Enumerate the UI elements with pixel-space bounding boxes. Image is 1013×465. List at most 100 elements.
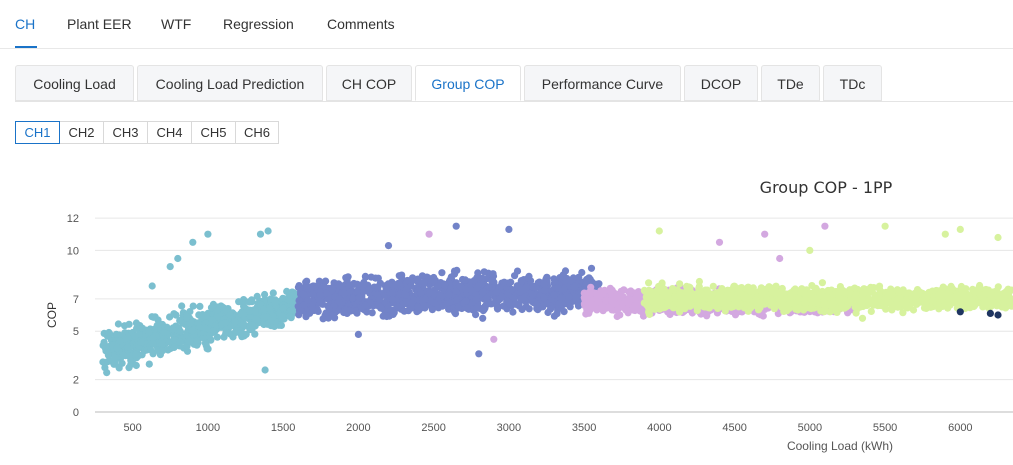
x-tick-label: 6000 (948, 422, 972, 434)
series-points (99, 227, 302, 377)
scatter-point (322, 277, 330, 285)
scatter-point (806, 246, 814, 254)
scatter-point (472, 311, 480, 319)
scatter-point (844, 302, 852, 310)
scatter-point (974, 299, 982, 307)
top-tab-plant-eer[interactable]: Plant EER (67, 16, 132, 32)
scatter-point (717, 299, 725, 307)
scatter-point (384, 242, 393, 250)
ch3-button[interactable]: CH3 (103, 121, 148, 144)
scatter-point (267, 317, 275, 325)
scatter-point (348, 294, 357, 302)
top-tab-wtf[interactable]: WTF (161, 16, 192, 32)
scatter-point (388, 290, 396, 298)
scatter-point (761, 285, 770, 293)
scatter-point (295, 297, 303, 305)
scatter-point (414, 303, 422, 311)
scatter-point (736, 300, 744, 308)
scatter-point (105, 328, 113, 337)
scatter-point (368, 309, 376, 317)
y-tick-label: 10 (67, 245, 79, 257)
ch4-button[interactable]: CH4 (147, 121, 192, 144)
top-tab-comments[interactable]: Comments (327, 16, 395, 32)
y-tick-label: 7 (73, 294, 79, 306)
scatter-point (390, 309, 398, 317)
scatter-point (418, 272, 426, 280)
scatter-point (560, 285, 568, 293)
series-points (640, 222, 1013, 322)
scatter-point (209, 327, 217, 335)
x-tick-label: 5000 (798, 422, 822, 434)
scatter-point (440, 281, 448, 289)
scatter-point (204, 230, 212, 238)
scatter-point (948, 285, 956, 293)
tab-tdc[interactable]: TDc (823, 65, 882, 101)
scatter-point (695, 277, 704, 286)
scatter-point (851, 293, 859, 301)
scatter-point (655, 227, 663, 235)
tab-dcop[interactable]: DCOP (684, 65, 758, 101)
scatter-point (1002, 304, 1010, 312)
scatter-point (815, 292, 823, 300)
top-tab-ch[interactable]: CH (15, 16, 36, 32)
top-navigation: CH Plant EER WTF Regression Comments (0, 0, 1013, 49)
scatter-point (899, 309, 907, 317)
scatter-point (176, 316, 184, 325)
scatter-point (509, 308, 517, 316)
scatter-point (858, 314, 867, 322)
scatter-point (574, 301, 583, 309)
scatter-point (470, 277, 478, 285)
scatter-point (132, 350, 140, 358)
tab-performance-curve[interactable]: Performance Curve (524, 65, 681, 101)
scatter-point (956, 308, 964, 316)
scatter-point (929, 296, 937, 304)
scatter-point (752, 296, 760, 304)
x-tick-label: 1000 (196, 422, 220, 434)
ch1-button[interactable]: CH1 (15, 121, 60, 144)
scatter-point (505, 225, 513, 233)
tab-group-cop[interactable]: Group COP (415, 65, 521, 101)
scatter-point (202, 342, 210, 350)
scatter-point (980, 299, 989, 307)
scatter-point (659, 292, 668, 300)
scatter-point (213, 333, 221, 341)
ch5-button[interactable]: CH5 (191, 121, 236, 144)
tab-cooling-load-prediction[interactable]: Cooling Load Prediction (137, 65, 323, 101)
scatter-point (285, 312, 294, 320)
scatter-point (246, 307, 254, 315)
scatter-point (927, 303, 935, 311)
scatter-point (145, 360, 153, 368)
scatter-point (253, 292, 261, 300)
top-tab-regression[interactable]: Regression (223, 16, 294, 32)
scatter-point (467, 286, 475, 294)
scatter-point (189, 302, 197, 310)
scatter-point (817, 307, 825, 315)
tab-ch-cop[interactable]: CH COP (326, 65, 412, 101)
scatter-point (425, 230, 433, 238)
scatter-point (236, 330, 245, 338)
scatter-point (613, 312, 621, 321)
y-axis-label: COP (45, 302, 59, 328)
scatter-point (631, 301, 639, 309)
scatter-point (242, 330, 250, 338)
scatter-point (554, 284, 562, 292)
scatter-point (870, 297, 878, 305)
ch6-button[interactable]: CH6 (235, 121, 279, 144)
scatter-point (150, 313, 158, 321)
scatter-point (941, 230, 949, 238)
scatter-point (137, 338, 145, 346)
scatter-point (119, 351, 127, 359)
scatter-point (421, 295, 429, 303)
scatter-point (457, 282, 465, 290)
scatter-point (777, 303, 786, 311)
scatter-point (540, 280, 548, 288)
scatter-point (226, 311, 234, 319)
ch2-button[interactable]: CH2 (59, 121, 104, 144)
x-tick-label: 3000 (497, 422, 521, 434)
tab-cooling-load[interactable]: Cooling Load (15, 65, 134, 101)
tab-tde[interactable]: TDe (761, 65, 820, 101)
scatter-point (971, 287, 979, 296)
scatter-point (287, 306, 295, 314)
scatter-point (883, 298, 891, 306)
scatter-point (389, 295, 397, 304)
